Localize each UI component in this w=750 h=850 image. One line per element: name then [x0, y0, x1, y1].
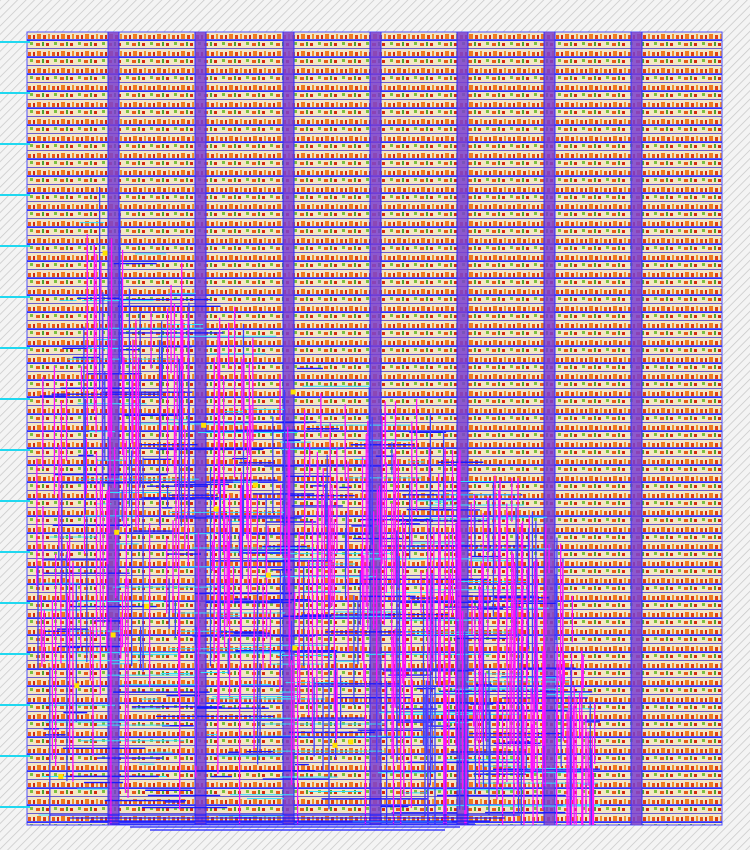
via [114, 529, 120, 535]
via [58, 774, 64, 780]
via [292, 645, 298, 651]
routing [36, 187, 600, 831]
via [332, 742, 338, 748]
power-stripe [631, 32, 642, 825]
power-stripe [370, 32, 381, 825]
power-stripe [457, 32, 468, 825]
via [144, 603, 150, 609]
power-stripe [108, 32, 119, 825]
via [74, 683, 80, 689]
power-stripe [195, 32, 206, 825]
via [265, 572, 271, 578]
via [201, 422, 207, 428]
via [213, 506, 219, 512]
via [102, 250, 108, 256]
via [252, 482, 258, 488]
via [348, 739, 354, 745]
power-stripe [544, 32, 555, 825]
via [110, 632, 116, 638]
via [290, 389, 296, 395]
io-pins [0, 41, 30, 808]
power-stripe [283, 32, 294, 825]
